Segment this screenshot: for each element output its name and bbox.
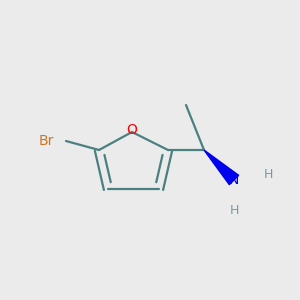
Text: Br: Br	[39, 134, 54, 148]
Polygon shape	[204, 150, 239, 185]
Text: N: N	[229, 173, 239, 187]
Text: O: O	[127, 124, 137, 137]
Text: H: H	[229, 203, 239, 217]
Text: H: H	[264, 167, 273, 181]
